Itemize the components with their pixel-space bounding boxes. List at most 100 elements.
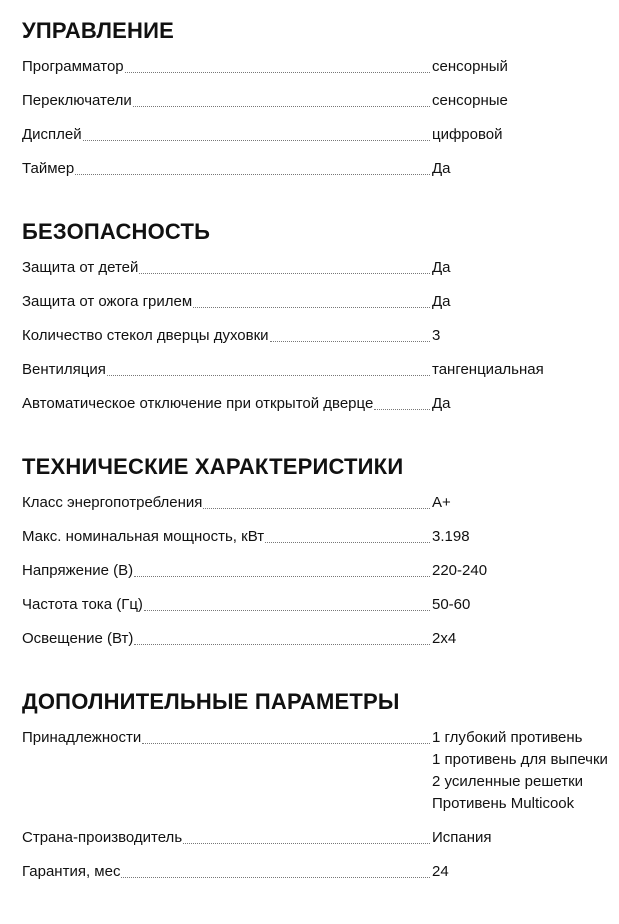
spec-label-cell: Макс. номинальная мощность, кВт bbox=[22, 526, 430, 548]
spec-value: 24 bbox=[430, 861, 610, 883]
spec-section: ТЕХНИЧЕСКИЕ ХАРАКТЕРИСТИКИ Класс энергопо… bbox=[22, 454, 612, 662]
spec-label: Автоматическое отключение при открытой д… bbox=[22, 395, 374, 412]
dotted-leader bbox=[203, 508, 430, 509]
spec-section: ДОПОЛНИТЕЛЬНЫЕ ПАРАМЕТРЫ Принадлежности 1 … bbox=[22, 689, 612, 895]
spec-label-cell: Напряжение (В) bbox=[22, 560, 430, 582]
spec-label: Страна-производитель bbox=[22, 829, 183, 846]
spec-value: 3 bbox=[430, 325, 610, 347]
dotted-leader bbox=[134, 576, 430, 577]
spec-row: Класс энергопотребления A+ bbox=[22, 492, 612, 526]
dotted-leader bbox=[134, 644, 430, 645]
spec-label: Класс энергопотребления bbox=[22, 494, 203, 511]
spec-label-cell: Программатор bbox=[22, 56, 430, 78]
spec-row: Страна-производитель Испания bbox=[22, 827, 612, 861]
spec-value-line: A+ bbox=[432, 494, 451, 511]
spec-value-line: цифровой bbox=[432, 126, 503, 143]
spec-row: Программатор сенсорный bbox=[22, 56, 612, 90]
spec-label: Макс. номинальная мощность, кВт bbox=[22, 528, 265, 545]
spec-label-cell: Вентиляция bbox=[22, 359, 430, 381]
spec-value: A+ bbox=[430, 492, 610, 514]
spec-label: Защита от ожога грилем bbox=[22, 293, 193, 310]
spec-value: тангенциальная bbox=[430, 359, 610, 381]
dotted-leader bbox=[139, 273, 430, 274]
spec-value: Да bbox=[430, 291, 610, 313]
spec-value-line: 50-60 bbox=[432, 596, 471, 613]
dotted-leader bbox=[75, 174, 430, 175]
spec-value: Да bbox=[430, 158, 610, 180]
spec-label-cell: Гарантия, мес bbox=[22, 861, 430, 883]
dotted-leader bbox=[143, 610, 430, 611]
spec-value-line: Испания bbox=[432, 829, 492, 846]
spec-label-cell: Количество стекол дверцы духовки bbox=[22, 325, 430, 347]
spec-label-cell: Освещение (Вт) bbox=[22, 628, 430, 650]
spec-label-cell: Дисплей bbox=[22, 124, 430, 146]
spec-label: Частота тока (Гц) bbox=[22, 596, 143, 613]
dotted-leader bbox=[265, 542, 430, 543]
spec-label-cell: Частота тока (Гц) bbox=[22, 594, 430, 616]
spec-value: сенсорные bbox=[430, 90, 610, 112]
spec-value-line: 1 противень для выпечки bbox=[432, 751, 608, 768]
spec-row: Защита от детей Да bbox=[22, 257, 612, 291]
spec-value: Испания bbox=[430, 827, 610, 849]
spec-row: Переключатели сенсорные bbox=[22, 90, 612, 124]
spec-label-cell: Защита от ожога грилем bbox=[22, 291, 430, 313]
spec-label: Вентиляция bbox=[22, 361, 106, 378]
spec-value: 2x4 bbox=[430, 628, 610, 650]
spec-value: 3.198 bbox=[430, 526, 610, 548]
dotted-leader bbox=[193, 307, 430, 308]
spec-label-cell: Класс энергопотребления bbox=[22, 492, 430, 514]
spec-value: цифровой bbox=[430, 124, 610, 146]
dotted-leader bbox=[269, 341, 430, 342]
spec-value-line: 3.198 bbox=[432, 528, 470, 545]
section-title: УПРАВЛЕНИЕ bbox=[22, 18, 174, 43]
spec-row: Дисплей цифровой bbox=[22, 124, 612, 158]
dotted-leader bbox=[374, 409, 430, 410]
dotted-leader bbox=[142, 743, 430, 744]
spec-value-line: Противень Multicook bbox=[432, 795, 575, 812]
spec-value-line: 220-240 bbox=[432, 562, 488, 579]
spec-label-cell: Принадлежности bbox=[22, 727, 430, 749]
spec-value: Да bbox=[430, 257, 610, 279]
section-title: ДОПОЛНИТЕЛЬНЫЕ ПАРАМЕТРЫ bbox=[22, 689, 400, 714]
spec-label-cell: Защита от детей bbox=[22, 257, 430, 279]
spec-sheet: УПРАВЛЕНИЕ Программатор сенсорный Переключа… bbox=[22, 18, 612, 895]
spec-row: Напряжение (В) 220-240 bbox=[22, 560, 612, 594]
spec-row: Принадлежности 1 глубокий противень 1 прот… bbox=[22, 727, 612, 827]
spec-section: УПРАВЛЕНИЕ Программатор сенсорный Переключа… bbox=[22, 18, 612, 192]
spec-value-line: Да bbox=[432, 395, 451, 412]
dotted-leader bbox=[132, 106, 430, 107]
spec-label: Переключатели bbox=[22, 92, 132, 109]
spec-row: Защита от ожога грилем Да bbox=[22, 291, 612, 325]
spec-row: Автоматическое отключение при открытой д… bbox=[22, 393, 612, 427]
spec-value-line: тангенциальная bbox=[432, 361, 544, 378]
spec-value-line: Да bbox=[432, 259, 451, 276]
section-title: ТЕХНИЧЕСКИЕ ХАРАКТЕРИСТИКИ bbox=[22, 454, 404, 479]
dotted-leader bbox=[124, 72, 430, 73]
spec-value: 1 глубокий противень 1 противень для выпе… bbox=[430, 727, 610, 815]
spec-value-line: 24 bbox=[432, 863, 449, 880]
spec-label: Дисплей bbox=[22, 126, 82, 143]
spec-value-line: сенсорный bbox=[432, 58, 508, 75]
dotted-leader bbox=[121, 877, 430, 878]
spec-row: Освещение (Вт) 2x4 bbox=[22, 628, 612, 662]
spec-value-line: 3 bbox=[432, 327, 441, 344]
spec-row: Количество стекол дверцы духовки 3 bbox=[22, 325, 612, 359]
spec-label-cell: Автоматическое отключение при открытой д… bbox=[22, 393, 430, 415]
dotted-leader bbox=[106, 375, 430, 376]
spec-label: Защита от детей bbox=[22, 259, 139, 276]
spec-label: Гарантия, мес bbox=[22, 863, 121, 880]
spec-value: 50-60 bbox=[430, 594, 610, 616]
spec-label-cell: Переключатели bbox=[22, 90, 430, 112]
spec-label: Количество стекол дверцы духовки bbox=[22, 327, 269, 344]
spec-label-cell: Страна-производитель bbox=[22, 827, 430, 849]
spec-label: Таймер bbox=[22, 160, 75, 177]
spec-value-line: 2 усиленные решетки bbox=[432, 773, 584, 790]
spec-row: Гарантия, мес 24 bbox=[22, 861, 612, 895]
spec-row: Вентиляция тангенциальная bbox=[22, 359, 612, 393]
spec-label: Освещение (Вт) bbox=[22, 630, 134, 647]
spec-value-line: Да bbox=[432, 160, 451, 177]
spec-value: Да bbox=[430, 393, 610, 415]
spec-label: Принадлежности bbox=[22, 729, 142, 746]
spec-row: Таймер Да bbox=[22, 158, 612, 192]
spec-value-line: сенсорные bbox=[432, 92, 508, 109]
